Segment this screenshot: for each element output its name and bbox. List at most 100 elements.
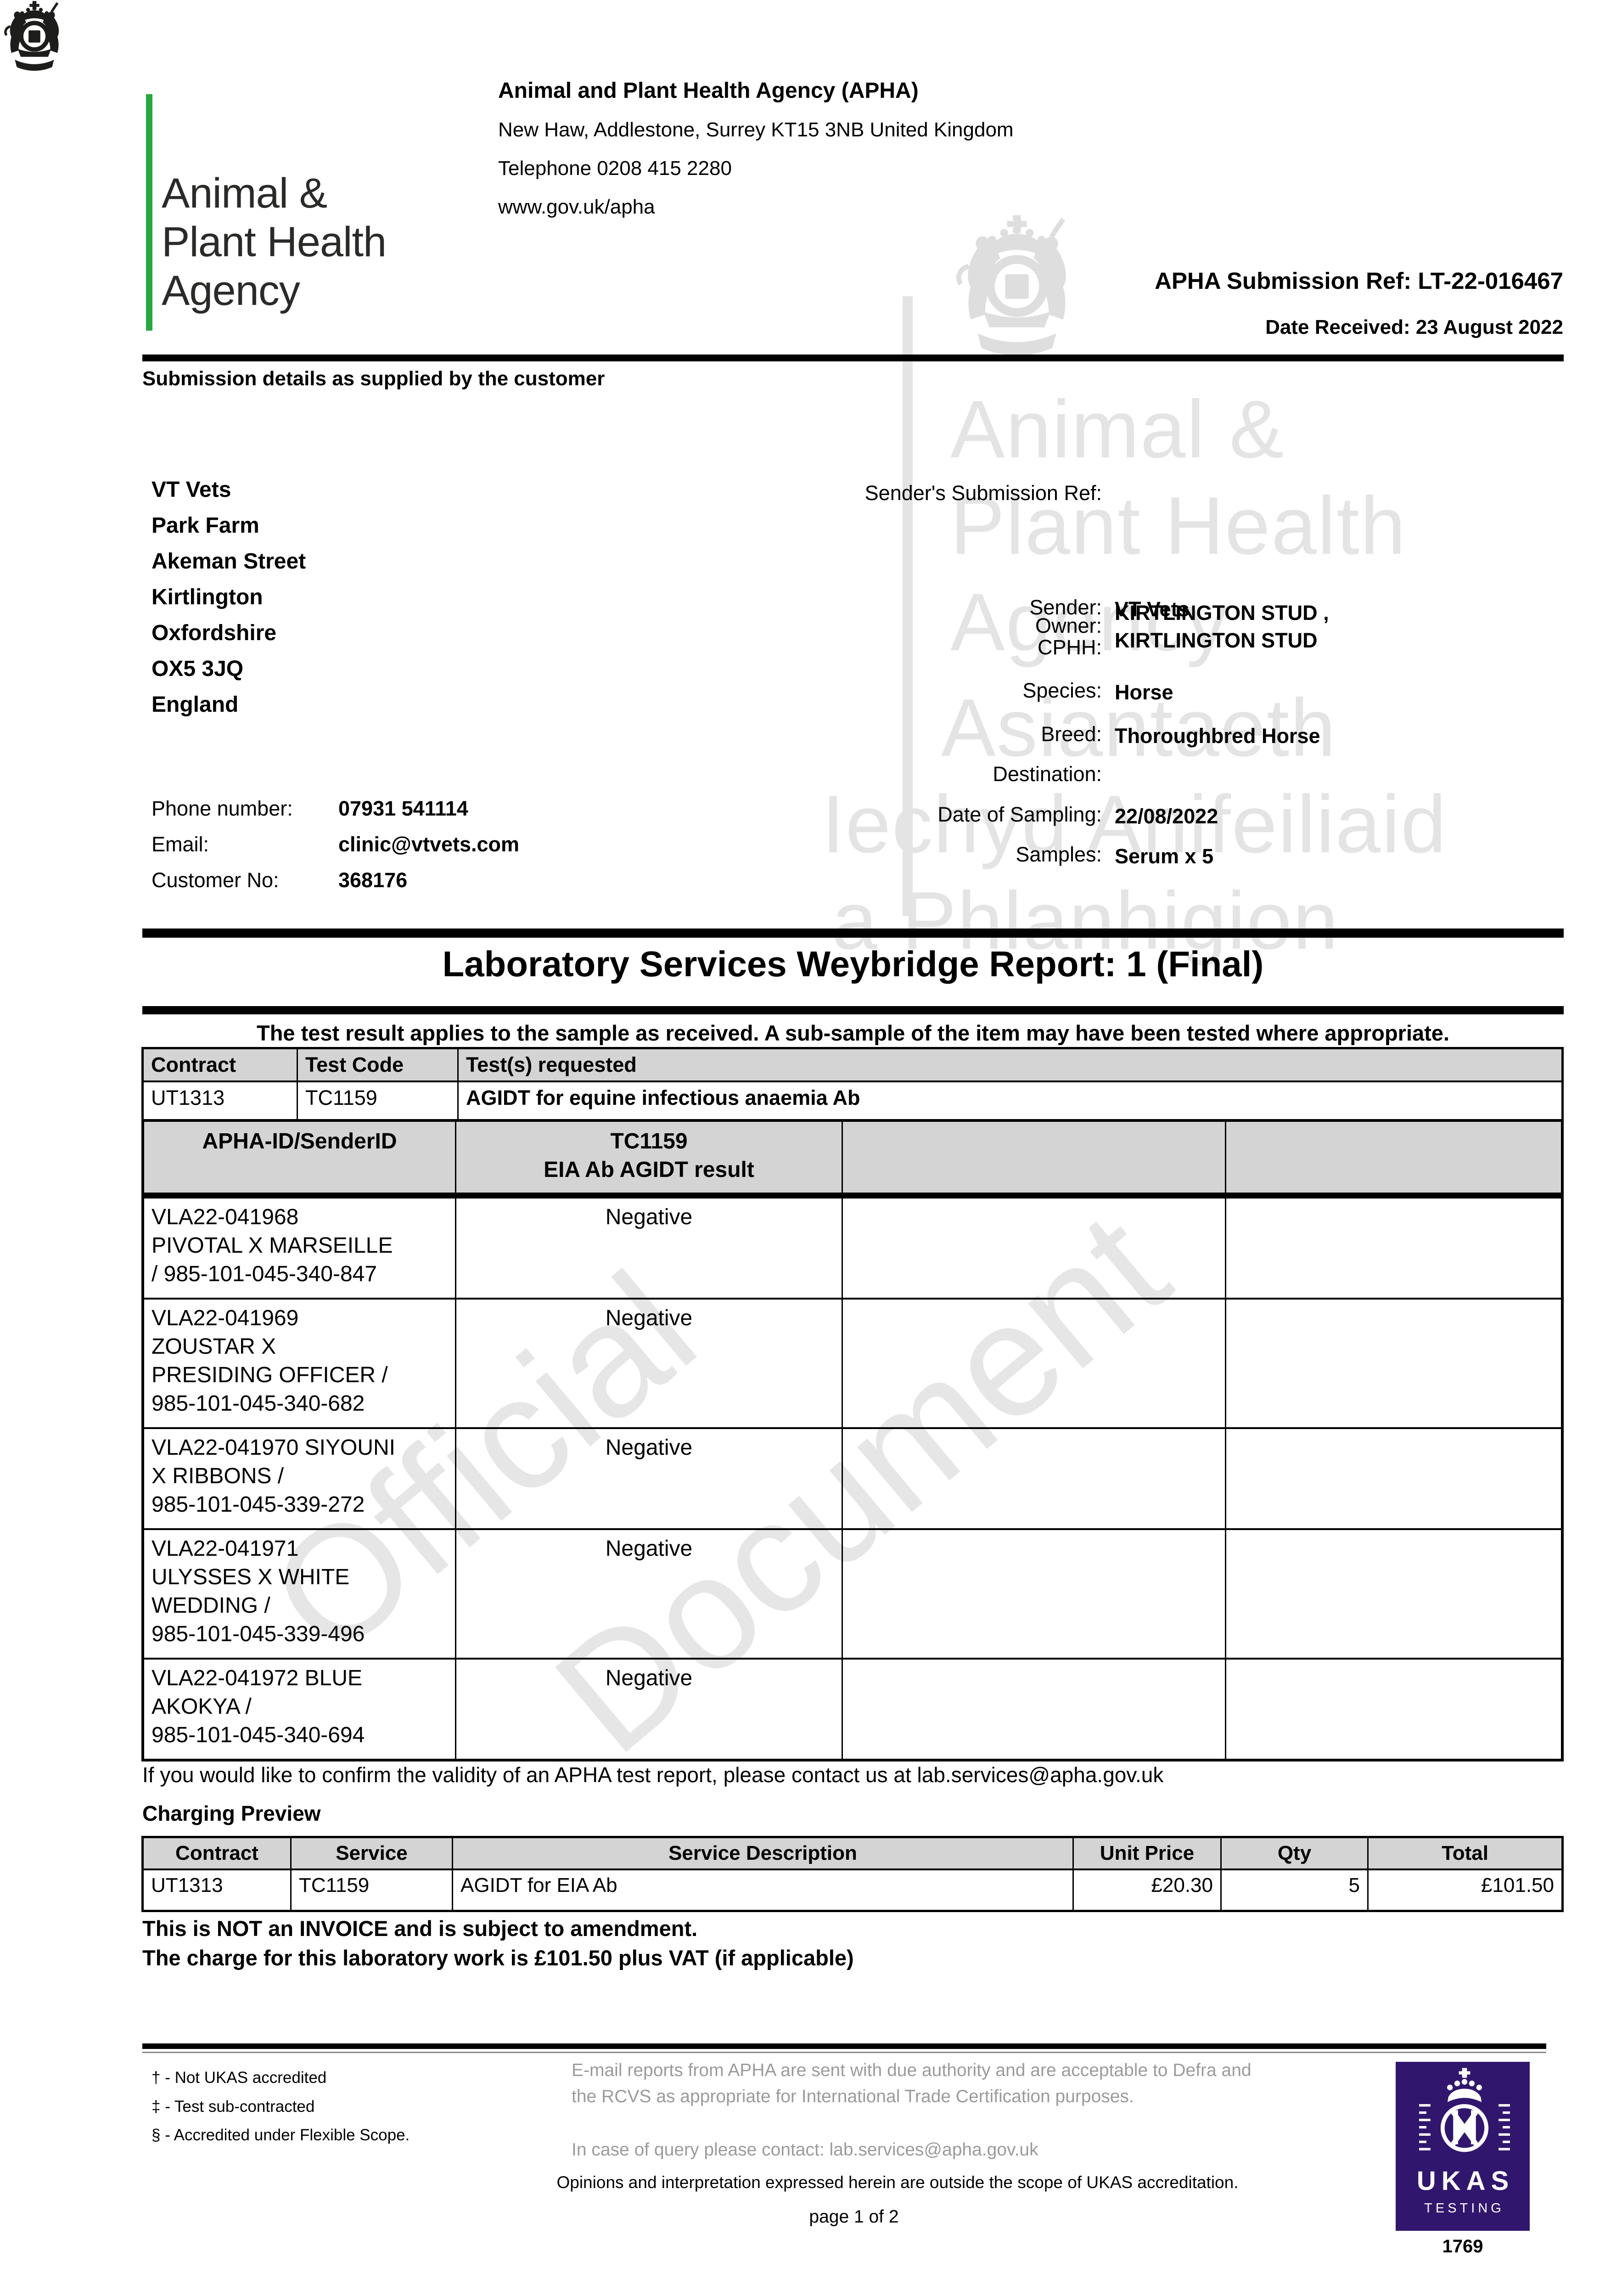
- qty-cell: 5: [1222, 1870, 1369, 1910]
- empty-cell: [843, 1429, 1226, 1528]
- field-value: Thoroughbred Horse: [1115, 724, 1320, 748]
- column-header: Unit Price: [1074, 1838, 1222, 1868]
- field-value: Horse: [1115, 681, 1173, 704]
- empty-cell: [1226, 1429, 1561, 1528]
- empty-cell: [843, 1199, 1226, 1298]
- sample-id-cell: VLA22-041970 SIYOUNI X RIBBONS / 985-101…: [144, 1429, 456, 1528]
- watermark-text: Plant Health: [950, 480, 1407, 571]
- ukas-crown-icon: [1396, 2066, 1533, 2164]
- column-header: Service: [292, 1838, 453, 1868]
- table-header-row: Contract Test Code Test(s) requested: [144, 1049, 1561, 1082]
- ukas-type: TESTING: [1424, 2201, 1504, 2216]
- field-label: Species:: [1022, 679, 1102, 702]
- result-cell: Negative: [456, 1300, 843, 1427]
- result-cell: Negative: [456, 1660, 843, 1759]
- watermark-text: Iechyd Anifeiliaid: [822, 778, 1447, 870]
- title-bar-bottom: [142, 1006, 1564, 1014]
- contract-cell: UT1313: [144, 1082, 298, 1125]
- phone-value: 07931 541114: [338, 797, 468, 820]
- agency-logo-text: Animal & Plant Health Agency: [162, 170, 387, 314]
- customer-no-value: 368176: [338, 868, 408, 892]
- field-label: Owner:: [1035, 614, 1102, 637]
- charging-preview-title: Charging Preview: [142, 1801, 321, 1825]
- royal-crest-icon: [0, 0, 69, 73]
- empty-cell: [1226, 1300, 1561, 1427]
- tests-requested-table: Contract Test Code Test(s) requested UT1…: [141, 1047, 1564, 1127]
- column-header: Contract: [144, 1838, 292, 1868]
- field-label: CPHH:: [1037, 636, 1102, 659]
- field-label: Date of Sampling:: [937, 803, 1102, 826]
- result-cell: Negative: [456, 1429, 843, 1528]
- field-label: Sender:: [1029, 596, 1102, 619]
- charge-summary: The charge for this laboratory work is £…: [142, 1946, 854, 1970]
- column-header: Test Code: [298, 1049, 459, 1080]
- footnote-flexible-scope: § - Accredited under Flexible Scope.: [152, 2126, 410, 2144]
- result-cell: Negative: [456, 1199, 843, 1298]
- customer-address-block: VT Vets Park Farm Akeman Street Kirtling…: [152, 472, 306, 723]
- title-bar-top: [142, 929, 1564, 938]
- logo-green-bar: [146, 94, 152, 331]
- table-header-row: Contract Service Service Description Uni…: [144, 1838, 1561, 1870]
- field-label: Destination:: [993, 762, 1102, 786]
- address-line: Kirtlington: [152, 585, 263, 609]
- opinions-note: Opinions and interpretation expressed he…: [556, 2173, 1239, 2192]
- field-value: VT Vets: [1115, 597, 1190, 621]
- page-number: page 1 of 2: [809, 2207, 899, 2227]
- footnote-ukas: † - Not UKAS accredited: [152, 2069, 327, 2087]
- result-column-header: TC1159 EIA Ab AGIDT result: [456, 1122, 843, 1193]
- address-line: VT Vets: [152, 478, 231, 502]
- tests-requested-cell: AGIDT for equine infectious anaemia Ab: [466, 1086, 860, 1109]
- result-row: VLA22-041972 BLUE AKOKYA / 985-101-045-3…: [144, 1658, 1561, 1759]
- contract-cell: UT1313: [144, 1870, 292, 1910]
- id-column-header: APHA-ID/SenderID: [144, 1122, 456, 1193]
- empty-cell: [1226, 1660, 1561, 1759]
- charging-row: UT1313 TC1159 AGIDT for EIA Ab £20.30 5 …: [144, 1870, 1561, 1910]
- service-description-cell: AGIDT for EIA Ab: [453, 1870, 1074, 1910]
- empty-cell: [843, 1530, 1226, 1658]
- result-row: VLA22-041968 PIVOTAL X MARSEILLE / 985-1…: [144, 1197, 1561, 1298]
- watermark-text: Asiantaeth: [941, 682, 1337, 773]
- results-table: APHA-ID/SenderID TC1159 EIA Ab AGIDT res…: [141, 1119, 1564, 1761]
- result-row: VLA22-041970 SIYOUNI X RIBBONS / 985-101…: [144, 1427, 1561, 1528]
- watermark-logo-bar: [903, 296, 913, 916]
- address-line: England: [152, 692, 239, 717]
- field-label: Breed:: [1041, 722, 1102, 746]
- field-label: Samples:: [1016, 843, 1102, 866]
- column-header: Contract: [144, 1049, 298, 1080]
- footer-divider-thin: [142, 2052, 1546, 2053]
- address-line: Oxfordshire: [152, 621, 277, 645]
- empty-cell: [1226, 1199, 1561, 1298]
- report-title: Laboratory Services Weybridge Report: 1 …: [442, 944, 1264, 984]
- query-contact-note: In case of query please contact: lab.ser…: [572, 2140, 1038, 2160]
- email-label: Email:: [152, 833, 209, 856]
- ukas-name: UKAS: [1416, 2166, 1515, 2196]
- agency-telephone: Telephone 0208 415 2280: [498, 157, 732, 180]
- agency-website: www.gov.uk/apha: [498, 196, 655, 218]
- sample-id-cell: VLA22-041969 ZOUSTAR X PRESIDING OFFICER…: [144, 1300, 456, 1427]
- sample-id-cell: VLA22-041972 BLUE AKOKYA / 985-101-045-3…: [144, 1660, 456, 1759]
- column-header: Qty: [1222, 1838, 1369, 1868]
- address-line: Park Farm: [152, 513, 259, 538]
- empty-cell: [843, 1660, 1226, 1759]
- validity-note: If you would like to confirm the validit…: [142, 1763, 1164, 1787]
- total-cell: £101.50: [1481, 1874, 1554, 1896]
- field-value: 22/08/2022: [1115, 805, 1218, 828]
- watermark-text: Animal &: [950, 383, 1285, 475]
- address-line: OX5 3JQ: [152, 657, 244, 681]
- charging-table: Contract Service Service Description Uni…: [141, 1836, 1564, 1912]
- result-row: VLA22-041969 ZOUSTAR X PRESIDING OFFICER…: [144, 1298, 1561, 1427]
- column-header: Total: [1369, 1838, 1561, 1868]
- table-header-row: APHA-ID/SenderID TC1159 EIA Ab AGIDT res…: [144, 1122, 1561, 1197]
- ukas-number: 1769: [1442, 2236, 1483, 2257]
- table-row: UT1313 TC1159 AGIDT for equine infectiou…: [144, 1082, 1561, 1125]
- sample-id-cell: VLA22-041971 ULYSSES X WHITE WEDDING / 9…: [144, 1530, 456, 1658]
- field-value: KIRTLINGTON STUD , KIRTLINGTON STUD: [1115, 601, 1329, 652]
- date-received: Date Received: 23 August 2022: [1265, 316, 1563, 338]
- agency-address: New Haw, Addlestone, Surrey KT15 3NB Uni…: [498, 118, 1014, 141]
- empty-cell: [1226, 1530, 1561, 1658]
- phone-label: Phone number:: [152, 797, 293, 820]
- sample-id-cell: VLA22-041968 PIVOTAL X MARSEILLE / 985-1…: [144, 1199, 456, 1298]
- address-line: Akeman Street: [152, 549, 306, 574]
- column-header: Service Description: [453, 1838, 1074, 1868]
